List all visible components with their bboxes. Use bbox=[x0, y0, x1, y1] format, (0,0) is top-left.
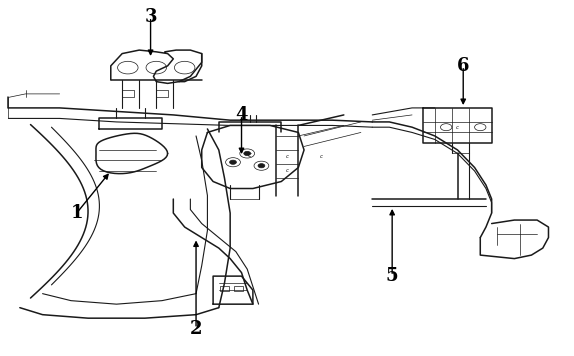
Circle shape bbox=[244, 151, 251, 156]
Text: c: c bbox=[285, 168, 289, 173]
Text: 5: 5 bbox=[386, 267, 398, 285]
Bar bbox=[220, 286, 229, 291]
Text: c: c bbox=[285, 155, 289, 159]
Text: 3: 3 bbox=[144, 8, 157, 26]
Text: 6: 6 bbox=[457, 57, 470, 75]
Text: 1: 1 bbox=[71, 204, 83, 222]
Text: 2: 2 bbox=[190, 320, 202, 338]
Circle shape bbox=[230, 160, 236, 164]
Bar bbox=[234, 286, 243, 291]
Text: 4: 4 bbox=[235, 106, 248, 124]
Text: c: c bbox=[248, 152, 252, 158]
Text: c: c bbox=[320, 155, 323, 159]
Circle shape bbox=[258, 164, 265, 168]
Text: c: c bbox=[456, 125, 459, 130]
